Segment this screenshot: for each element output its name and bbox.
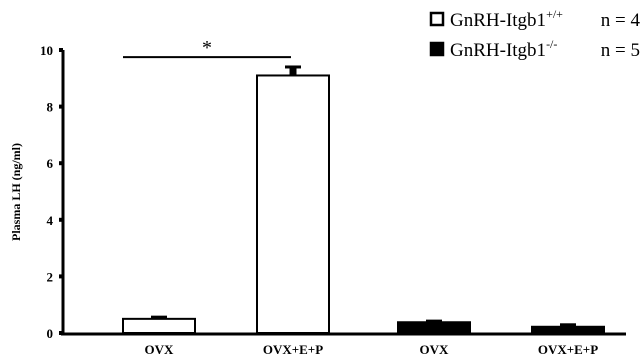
bar	[256, 74, 330, 334]
y-tick-mark	[59, 217, 63, 222]
x-tick-label: OVX	[145, 342, 175, 357]
y-tick-mark	[59, 104, 63, 109]
bar	[397, 321, 471, 335]
y-tick-label: 8	[47, 100, 54, 115]
bars	[122, 65, 605, 335]
y-axis-label: Plasma LH (ng/ml)	[9, 143, 23, 241]
bar	[122, 317, 196, 335]
legend-swatch	[429, 11, 445, 27]
x-tick-label: OVX+E+P	[538, 342, 598, 357]
y-tick-mark	[59, 331, 63, 335]
legend-entry-label: GnRH-Itgb1-/-	[450, 37, 557, 61]
y-tick-mark	[59, 48, 63, 52]
y-tick-mark	[59, 274, 63, 279]
y-tick-label: 4	[47, 213, 54, 228]
annotations: *	[123, 37, 291, 59]
legend-superscript: -/-	[546, 37, 557, 51]
legend-swatch	[429, 41, 445, 57]
legend-superscript: +/+	[546, 7, 563, 21]
y-tick-label: 0	[47, 326, 54, 341]
legend-n-label: n = 4	[601, 10, 641, 31]
x-tick-label: OVX+E+P	[263, 342, 323, 357]
legend-entry-label: GnRH-Itgb1+/+	[450, 7, 563, 31]
y-tick-label: 2	[47, 269, 54, 284]
legend: GnRH-Itgb1+/+ n = 4 GnRH-Itgb1-/- n = 5	[429, 7, 641, 61]
axes: 0 2 4 6 8 10 OVX OVX+E+P OVX OVX+E+P	[40, 43, 626, 357]
y-tick-mark	[59, 161, 63, 166]
significance-asterisk: *	[202, 37, 212, 59]
legend-n-label: n = 5	[601, 40, 640, 61]
x-tick-label: OVX	[420, 342, 450, 357]
y-tick-label: 6	[47, 156, 54, 171]
y-tick-label: 10	[40, 43, 53, 58]
bar	[531, 325, 605, 334]
